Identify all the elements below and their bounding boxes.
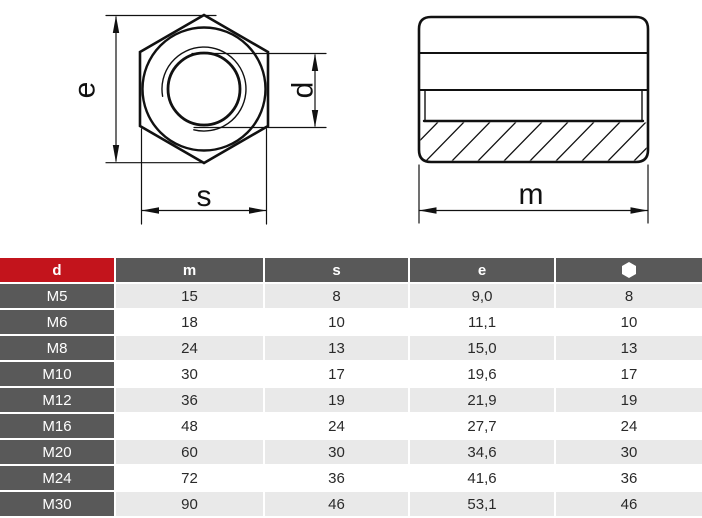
cell-d: M8 bbox=[0, 336, 116, 362]
section-hatching bbox=[420, 122, 647, 161]
dim-label-s: s bbox=[197, 180, 212, 213]
cell-s: 30 bbox=[265, 440, 410, 466]
thread-arc bbox=[161, 46, 247, 132]
cell-d: M20 bbox=[0, 440, 116, 466]
hexagon-icon bbox=[622, 262, 636, 278]
cell-s: 19 bbox=[265, 388, 410, 414]
dimension-table: d m s e M5 15 8 9,0 8 M6 18 10 11,1 10 M bbox=[0, 258, 702, 518]
dimension-d bbox=[191, 52, 327, 129]
dim-label-d: d bbox=[287, 82, 320, 99]
cell-d: M12 bbox=[0, 388, 116, 414]
table-row: M24 72 36 41,6 36 bbox=[0, 466, 702, 492]
cell-e: 53,1 bbox=[410, 492, 556, 518]
header-cell-s: s bbox=[265, 258, 410, 284]
cell-s: 10 bbox=[265, 310, 410, 336]
cell-e: 41,6 bbox=[410, 466, 556, 492]
cell-e: 27,7 bbox=[410, 414, 556, 440]
side-outline bbox=[417, 15, 650, 164]
cell-m: 90 bbox=[116, 492, 265, 518]
cell-m: 15 bbox=[116, 284, 265, 310]
chamfer-circle bbox=[141, 26, 267, 152]
cell-e: 15,0 bbox=[410, 336, 556, 362]
table-row: M8 24 13 15,0 13 bbox=[0, 336, 702, 362]
cell-d: M5 bbox=[0, 284, 116, 310]
cell-hex: 36 bbox=[556, 466, 702, 492]
cell-hex: 17 bbox=[556, 362, 702, 388]
header-cell-e: e bbox=[410, 258, 556, 284]
cell-hex: 24 bbox=[556, 414, 702, 440]
dimension-m bbox=[418, 164, 649, 224]
cell-m: 24 bbox=[116, 336, 265, 362]
cell-d: M24 bbox=[0, 466, 116, 492]
cell-hex: 13 bbox=[556, 336, 702, 362]
table-row: M10 30 17 19,6 17 bbox=[0, 362, 702, 388]
dim-label-m: m bbox=[519, 178, 544, 211]
cell-s: 36 bbox=[265, 466, 410, 492]
cell-hex: 10 bbox=[556, 310, 702, 336]
cell-m: 36 bbox=[116, 388, 265, 414]
hexagon-outline bbox=[138, 13, 270, 165]
table-row: M12 36 19 21,9 19 bbox=[0, 388, 702, 414]
cell-hex: 8 bbox=[556, 284, 702, 310]
cell-m: 72 bbox=[116, 466, 265, 492]
cell-e: 11,1 bbox=[410, 310, 556, 336]
cell-m: 48 bbox=[116, 414, 265, 440]
header-cell-m: m bbox=[116, 258, 265, 284]
cell-m: 18 bbox=[116, 310, 265, 336]
side-view: m bbox=[417, 15, 650, 224]
cell-d: M30 bbox=[0, 492, 116, 518]
front-view: e d s bbox=[69, 13, 327, 225]
cell-d: M10 bbox=[0, 362, 116, 388]
cell-e: 9,0 bbox=[410, 284, 556, 310]
table-row: M16 48 24 27,7 24 bbox=[0, 414, 702, 440]
cell-d: M6 bbox=[0, 310, 116, 336]
cell-hex: 19 bbox=[556, 388, 702, 414]
cell-m: 30 bbox=[116, 362, 265, 388]
cell-e: 19,6 bbox=[410, 362, 556, 388]
cell-e: 21,9 bbox=[410, 388, 556, 414]
cell-s: 46 bbox=[265, 492, 410, 518]
cell-s: 17 bbox=[265, 362, 410, 388]
dimension-s bbox=[140, 128, 268, 225]
table-row: M30 90 46 53,1 46 bbox=[0, 492, 702, 518]
table-row: M5 15 8 9,0 8 bbox=[0, 284, 702, 310]
cell-e: 34,6 bbox=[410, 440, 556, 466]
cell-hex: 46 bbox=[556, 492, 702, 518]
cell-hex: 30 bbox=[556, 440, 702, 466]
cell-m: 60 bbox=[116, 440, 265, 466]
table-row: M20 60 30 34,6 30 bbox=[0, 440, 702, 466]
technical-drawing: e d s bbox=[69, 13, 650, 225]
header-cell-wrench-size bbox=[556, 258, 702, 284]
header-cell-d: d bbox=[0, 258, 116, 284]
dimension-e bbox=[105, 14, 217, 164]
cell-d: M16 bbox=[0, 414, 116, 440]
table-header-row: d m s e bbox=[0, 258, 702, 284]
table-row: M6 18 10 11,1 10 bbox=[0, 310, 702, 336]
cell-s: 24 bbox=[265, 414, 410, 440]
thread-hole-circle bbox=[166, 51, 242, 127]
cell-s: 13 bbox=[265, 336, 410, 362]
dim-label-e: e bbox=[69, 82, 102, 99]
cell-s: 8 bbox=[265, 284, 410, 310]
